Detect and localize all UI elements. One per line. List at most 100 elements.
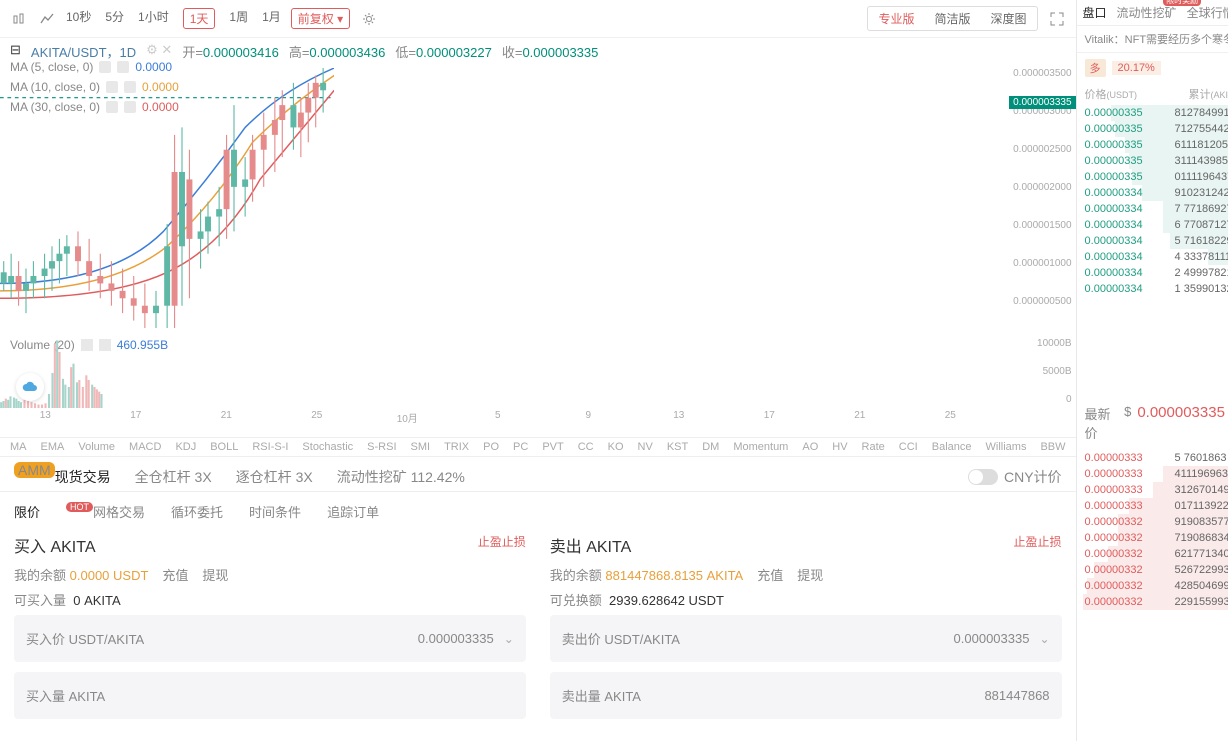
candle-icon[interactable] [10,10,28,28]
ask-row[interactable]: 0.0000033501111964370 [1077,169,1228,185]
ask-row[interactable]: 0.000003347 771869278 [1077,201,1228,217]
indicator-Stochastic[interactable]: Stochastic [302,441,353,453]
bid-row[interactable]: 0.0000033262177134019 [1077,546,1228,562]
indicator-Williams[interactable]: Williams [986,441,1027,453]
ask-row[interactable]: 0.0000033581278499173 [1077,105,1228,121]
x-axis: 1317212510月5913172125 [0,410,996,425]
ask-row[interactable]: 0.000003341 35990132 [1077,281,1228,297]
right-tab[interactable]: 全球行情 [1187,4,1228,21]
chart-style-tabs: 专业版简洁版深度图 [867,6,1037,31]
order-subtab[interactable]: 追踪订单 [327,502,379,521]
right-tab[interactable]: 流动性挖矿 [1117,4,1177,21]
bid-row[interactable]: 0.0000033301711392215 [1077,498,1228,514]
indicator-Balance[interactable]: Balance [932,441,972,453]
indicator-KO[interactable]: KO [608,441,624,453]
style-tab[interactable]: 专业版 [868,7,924,30]
right-panel-tabs: 限时奖励 盘口流动性挖矿全球行情 [1077,0,1228,26]
bid-row[interactable]: 0.0000033252672299362 [1077,562,1228,578]
interval-1周[interactable]: 1周 [229,8,248,29]
right-tab[interactable]: 盘口 [1083,4,1107,21]
indicator-AO[interactable]: AO [802,441,818,453]
indicator-DM[interactable]: DM [702,441,719,453]
cloud-icon[interactable] [16,373,44,401]
trade-tab[interactable]: 逐仓杠杆 3X [236,467,313,487]
indicator-KST[interactable]: KST [667,441,688,453]
ask-row[interactable]: 0.0000033571275544276 [1077,121,1228,137]
interval-10秒[interactable]: 10秒 [66,8,91,29]
cny-toggle[interactable]: CNY计价 [968,467,1062,487]
trade-tab[interactable]: 全仓杠杆 3X [135,467,212,487]
indicator-KDJ[interactable]: KDJ [175,441,196,453]
indicator-TRIX[interactable]: TRIX [444,441,469,453]
orderbook-header: 价格(USDT) 累计(AKITA) [1077,83,1228,105]
buy-stop-link[interactable]: 止盈止损 [478,533,526,557]
style-tab[interactable]: 深度图 [981,7,1037,30]
price-chart[interactable] [0,68,334,328]
news-ticker[interactable]: Vitalik：NFT需要经历多个寒冬 [1077,26,1228,53]
indicator-PC[interactable]: PC [513,441,528,453]
indicator-BBW[interactable]: BBW [1040,441,1065,453]
ask-row[interactable]: 0.0000033491023124205 [1077,185,1228,201]
indicator-CC[interactable]: CC [578,441,594,453]
indicator-PVT[interactable]: PVT [542,441,563,453]
indicator-HV[interactable]: HV [832,441,847,453]
ask-row[interactable]: 0.000003344 333781115 [1077,249,1228,265]
order-subtab[interactable]: 限价 [14,502,40,521]
indicator-RSI-S-I[interactable]: RSI-S-I [252,441,288,453]
indicator-EMA[interactable]: EMA [41,441,65,453]
bid-row[interactable]: 0.0000033242850469969 [1077,578,1228,594]
sell-withdraw[interactable]: 提现 [797,568,823,583]
buy-price-input[interactable]: 买入价 USDT/AKITA0.000003335⌄ [14,615,526,662]
indicator-MACD[interactable]: MACD [129,441,161,453]
trade-tab[interactable]: AMM现货交易 [14,467,111,487]
ask-row[interactable]: 0.000003342 49997821 [1077,265,1228,281]
indicator-Rate[interactable]: Rate [862,441,885,453]
order-subtab[interactable]: 循环委托 [171,502,223,521]
y-axis-volume: 10000B5000B0 [996,338,1076,408]
indicator-SMI[interactable]: SMI [411,441,431,453]
indicator-Momentum[interactable]: Momentum [733,441,788,453]
bid-row[interactable]: 0.0000033341119696377 [1077,466,1228,482]
ask-row[interactable]: 0.0000033531114398526 [1077,153,1228,169]
chart-area[interactable]: ⊟ AKITA/USDT，1D ⚙ ✕ 开=0.000003416 高=0.00… [0,38,1076,438]
indicator-Volume[interactable]: Volume [78,441,115,453]
order-subtab[interactable]: 时间条件 [249,502,301,521]
line-icon[interactable] [38,10,56,28]
bid-row[interactable]: 0.0000033271908683405 [1077,530,1228,546]
fullscreen-icon[interactable] [1048,10,1066,28]
interval-5分[interactable]: 5分 [105,8,124,29]
sell-stop-link[interactable]: 止盈止损 [1014,533,1062,557]
ask-row[interactable]: 0.0000033561118120507 [1077,137,1228,153]
style-tab[interactable]: 简洁版 [925,7,981,30]
volume-chart[interactable] [0,338,105,408]
sell-deposit[interactable]: 充值 [757,568,783,583]
trade-tab[interactable]: 流动性挖矿 112.42% [337,467,465,487]
indicator-NV[interactable]: NV [638,441,653,453]
indicator-PO[interactable]: PO [483,441,499,453]
buy-amount-input[interactable]: 买入量 AKITA [14,672,526,719]
bid-row[interactable]: 0.0000033291908357719 [1077,514,1228,530]
indicator-CCI[interactable]: CCI [899,441,918,453]
order-subtab[interactable]: HOT网格交易 [66,502,145,521]
gear-icon[interactable] [360,10,378,28]
ask-row[interactable]: 0.000003346 770871278 [1077,217,1228,233]
buy-deposit[interactable]: 充值 [162,568,188,583]
adjust-dropdown[interactable]: 前复权 ▾ [291,8,350,29]
bids-list[interactable]: 0.000003335 76018630.0000033341119696377… [1077,450,1228,741]
indicator-BOLL[interactable]: BOLL [210,441,238,453]
sell-amount-input[interactable]: 卖出量 AKITA881447868 [550,672,1062,719]
interval-1月[interactable]: 1月 [262,8,281,29]
indicator-S-RSI[interactable]: S-RSI [367,441,396,453]
bid-row[interactable]: 0.0000033331267014941 [1077,482,1228,498]
chart-toolbar: 10秒 5分 1小时 1天 1周 1月 前复权 ▾ 专业版简洁版深度图 [0,0,1076,38]
bid-row[interactable]: 0.000003335 7601863 [1077,450,1228,466]
buy-withdraw[interactable]: 提现 [202,568,228,583]
interval-1小时[interactable]: 1小时 [138,8,169,29]
asks-list[interactable]: 0.00000335812784991730.00000335712755442… [1077,105,1228,396]
order-type-tabs: 限价 HOT网格交易 循环委托 时间条件 追踪订单 [0,492,1076,527]
indicator-MA[interactable]: MA [10,441,27,453]
ask-row[interactable]: 0.000003345 716182290 [1077,233,1228,249]
bid-row[interactable]: 0.0000033222915599364 [1077,594,1228,610]
sell-price-input[interactable]: 卖出价 USDT/AKITA0.000003335⌄ [550,615,1062,662]
interval-1天[interactable]: 1天 [183,8,216,29]
